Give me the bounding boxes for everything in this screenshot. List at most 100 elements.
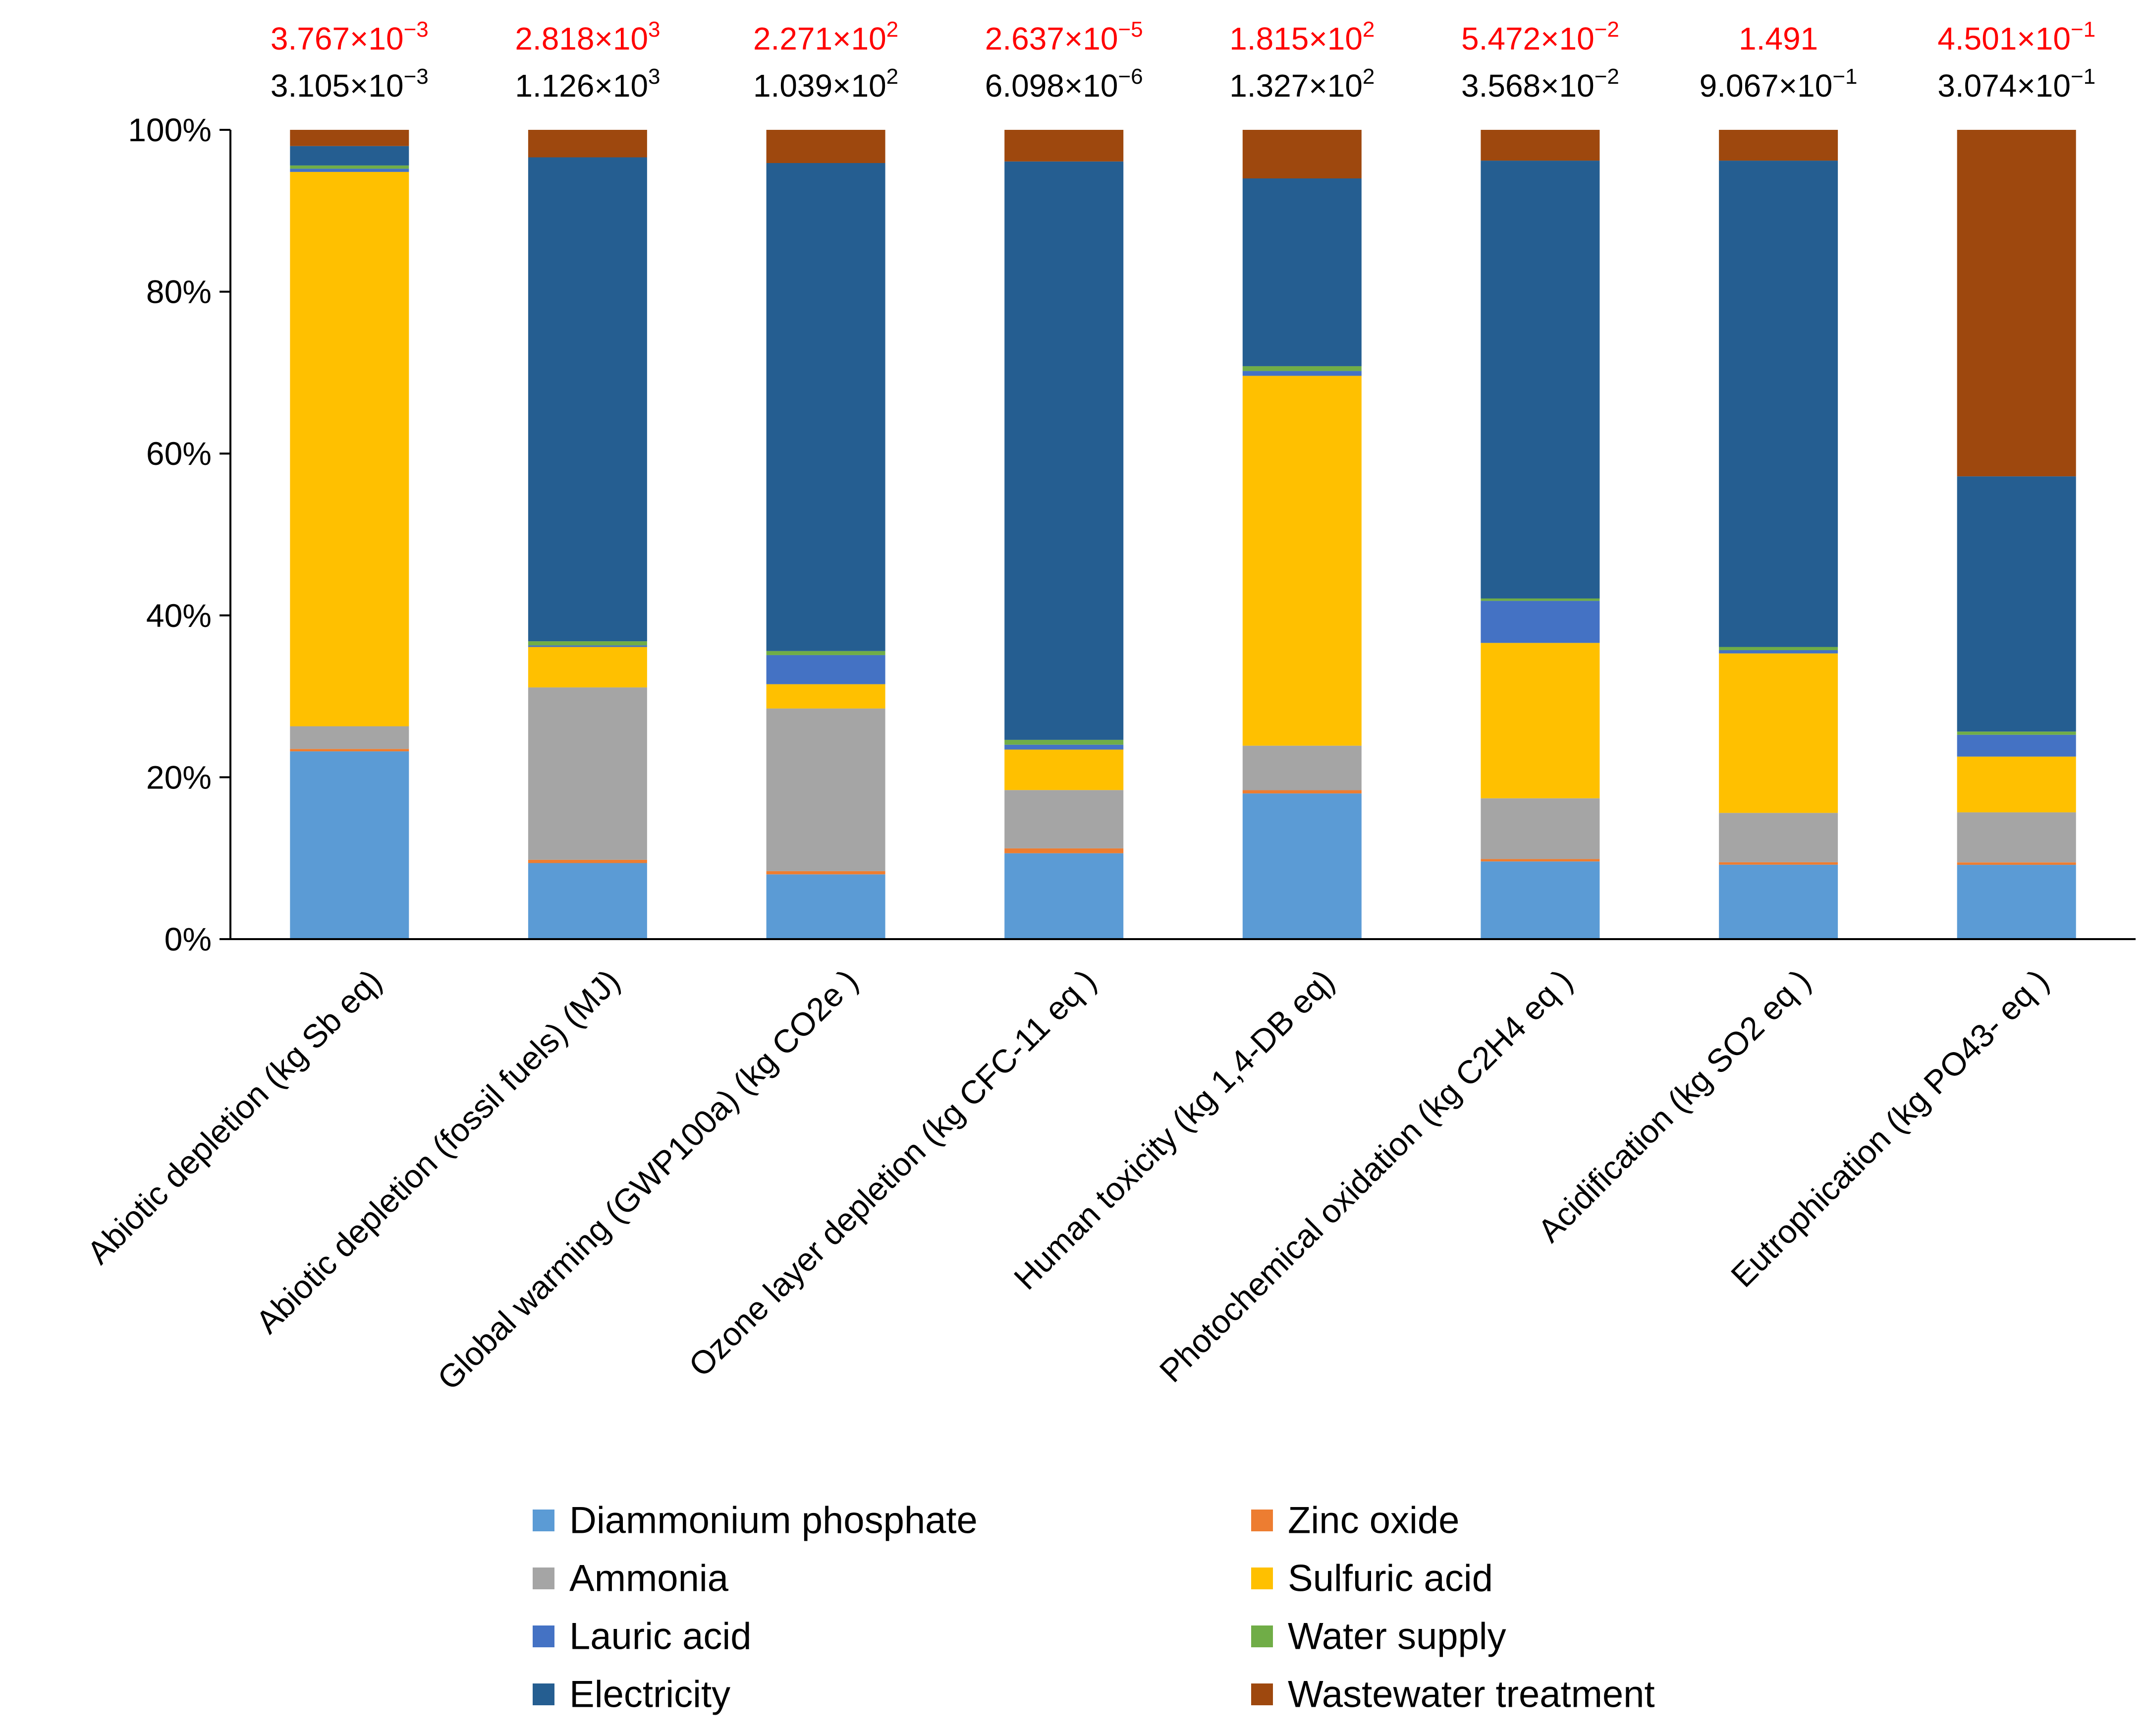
bar-segment [528, 647, 647, 688]
bar-segment [1719, 647, 1838, 650]
bar-segment [290, 751, 409, 939]
legend-label: Lauric acid [569, 1616, 752, 1658]
legend-label: Zinc oxide [1288, 1500, 1459, 1542]
y-tick-label: 80% [146, 274, 212, 310]
legend-swatch [1251, 1625, 1273, 1647]
legend-label: Electricity [569, 1674, 730, 1716]
bar-segment [1481, 130, 1600, 161]
bar-segment [766, 708, 885, 871]
bar-segment [1242, 793, 1362, 939]
bar-segment [528, 157, 647, 641]
bar-segment [1957, 812, 2076, 863]
bar-segment [766, 874, 885, 939]
legend-swatch [533, 1683, 554, 1705]
bar-segment [1004, 744, 1124, 750]
y-tick-label: 100% [128, 112, 212, 148]
bar-segment [766, 651, 885, 655]
bar-segment [528, 641, 647, 646]
legend-swatch [1251, 1683, 1273, 1705]
top-annotation-red: 2.271×102 [753, 17, 898, 56]
bar-segment [1004, 848, 1124, 853]
y-tick-label: 0% [165, 921, 212, 957]
legend-swatch [533, 1568, 554, 1589]
top-annotation-black: 6.098×10−6 [985, 64, 1143, 104]
top-annotation-black: 3.568×10−2 [1461, 64, 1619, 104]
top-annotation-red: 4.501×10−1 [1937, 17, 2095, 56]
bar-segment [1481, 861, 1600, 939]
x-tick-label: Photochemical oxidation (kg C2H4 eq ) [1153, 962, 1580, 1390]
legend-swatch [533, 1625, 554, 1647]
axes-layer: 0% 20% 40% 60% 80% 100% [128, 112, 2136, 957]
top-annotation-red: 1.491 [1739, 21, 1818, 56]
bar-segment [766, 130, 885, 163]
bar-segment [1719, 864, 1838, 939]
bar-segment [1481, 598, 1600, 601]
bar-segment [1004, 739, 1124, 745]
top-annotation-red: 2.818×103 [515, 17, 660, 56]
bar-segment [1004, 853, 1124, 939]
bar-segment [1004, 130, 1124, 162]
legend-swatch [1251, 1510, 1273, 1531]
x-tick-label: Ozone layer depletion (kg CFC-11 eq ) [682, 962, 1103, 1384]
bar-segment [528, 645, 647, 647]
bar-segment [1481, 859, 1600, 862]
bar-segment [766, 871, 885, 875]
bar-segment [528, 860, 647, 863]
bar-segment [290, 171, 409, 727]
bar-segment [766, 163, 885, 651]
bar-segment [290, 726, 409, 749]
top-annotation-red: 1.815×102 [1229, 17, 1375, 56]
bar-segment [1004, 749, 1124, 790]
x-tick-labels-layer: Abiotic depletion (kg Sb eq)Abiotic depl… [80, 962, 2055, 1397]
bar-segment [1957, 731, 2076, 735]
bar-segment [766, 655, 885, 684]
bar-segment [1719, 130, 1838, 161]
legend: Diammonium phosphate Zinc oxide Ammonia Sul… [533, 1500, 1655, 1716]
top-annotation-red: 2.637×10−5 [985, 17, 1143, 56]
top-annotation-black: 3.074×10−1 [1937, 64, 2095, 104]
bar-segment [290, 168, 409, 172]
top-annotation-black: 9.067×10−1 [1700, 64, 1858, 104]
bar-segment [1242, 130, 1362, 178]
bar-segment [1242, 376, 1362, 746]
y-tick-label: 40% [146, 597, 212, 634]
legend-label: Wastewater treatment [1288, 1674, 1655, 1716]
bar-segment [290, 130, 409, 146]
bar-segment [290, 146, 409, 166]
legend-label: Water supply [1288, 1616, 1506, 1658]
top-annotation-black: 1.039×102 [753, 64, 898, 104]
bar-segment [1719, 653, 1838, 813]
bar-segment [1004, 790, 1124, 848]
bar-segment [1004, 161, 1124, 740]
bar-segment [766, 684, 885, 709]
bar-segment [1242, 178, 1362, 366]
bar-segment [290, 749, 409, 752]
bar-segment [1957, 862, 2076, 865]
legend-label: Sulfuric acid [1288, 1558, 1493, 1600]
bar-segment [1242, 371, 1362, 376]
x-tick-label: Global warming (GWP100a) (kg CO2e ) [430, 962, 865, 1397]
bars-layer [290, 130, 2076, 939]
bar-segment [1242, 745, 1362, 790]
bar-segment [1242, 366, 1362, 371]
legend-label: Diammonium phosphate [569, 1500, 978, 1542]
bar-segment [290, 165, 409, 169]
top-annotation-black: 3.105×10−3 [271, 64, 429, 104]
bar-segment [1481, 798, 1600, 859]
bar-segment [1957, 476, 2076, 732]
bar-segment [1957, 130, 2076, 477]
bar-segment [1719, 161, 1838, 647]
bar-segment [528, 863, 647, 939]
bar-segment [1481, 161, 1600, 599]
legend-label: Ammonia [569, 1558, 729, 1600]
bar-segment [1481, 601, 1600, 643]
bar-segment [1957, 865, 2076, 939]
legend-swatch [1251, 1568, 1273, 1589]
top-annotation-black: 1.126×103 [515, 64, 660, 104]
y-tick-label: 60% [146, 435, 212, 472]
bar-segment [528, 130, 647, 158]
bar-segment [1957, 734, 2076, 757]
bar-segment [1242, 790, 1362, 793]
